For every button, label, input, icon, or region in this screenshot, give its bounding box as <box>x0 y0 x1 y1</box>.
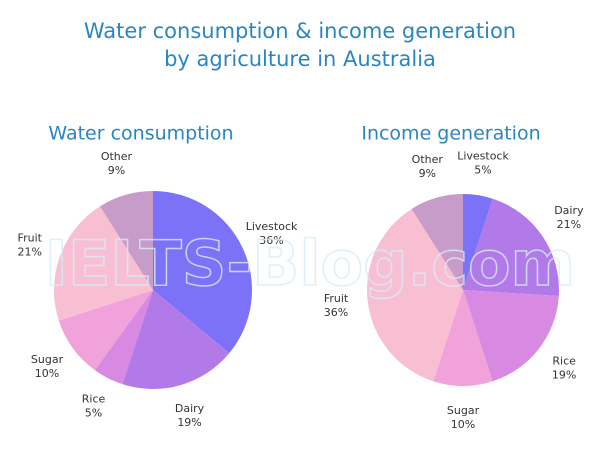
slice-label: Other <box>101 150 133 163</box>
pie-slice <box>53 206 153 321</box>
value-label: 36% <box>324 306 348 319</box>
slice-label: Sugar <box>31 353 64 366</box>
value-label: 9% <box>419 167 436 180</box>
pie-slice <box>99 191 153 290</box>
value-label: 10% <box>451 418 475 431</box>
slice-label: Livestock <box>457 150 509 163</box>
pie-slice <box>463 194 493 290</box>
value-label: 5% <box>85 407 102 420</box>
chart-title: Income generation <box>361 123 540 145</box>
value-label: 9% <box>108 164 125 177</box>
pie-slice <box>58 290 153 371</box>
value-label: 21% <box>557 218 581 231</box>
value-label: 5% <box>474 164 491 177</box>
pie-slice <box>153 191 252 354</box>
value-label: 10% <box>35 367 59 380</box>
slice-label: Livestock <box>246 220 298 233</box>
chart-title: Water consumption <box>48 123 233 145</box>
slice-label: Rice <box>552 354 576 367</box>
slice-label: Sugar <box>447 404 480 417</box>
title-line: Water consumption & income generation <box>84 19 516 43</box>
slice-label: Other <box>412 153 444 166</box>
pie-slice <box>433 290 493 386</box>
pie-slice <box>367 208 463 382</box>
slice-label: Rice <box>82 393 106 406</box>
title-line: by agriculture in Australia <box>164 47 436 71</box>
slice-label: Dairy <box>175 402 205 415</box>
value-label: 19% <box>177 416 201 429</box>
pie-slice <box>94 290 153 385</box>
pie-slice <box>122 290 230 390</box>
slice-label: Fruit <box>324 292 349 305</box>
watermark: IELTS-Blog.com <box>45 227 575 300</box>
pie-slice <box>463 198 559 297</box>
value-label: 19% <box>552 368 576 381</box>
value-label: 21% <box>18 246 42 259</box>
pie-slice <box>463 290 559 382</box>
pie-slice <box>411 194 463 290</box>
charts: Water consumptionLivestock36%Dairy19%Ric… <box>18 123 584 432</box>
slice-label: Fruit <box>18 232 43 245</box>
slice-label: Dairy <box>554 204 584 217</box>
value-label: 36% <box>259 234 283 247</box>
